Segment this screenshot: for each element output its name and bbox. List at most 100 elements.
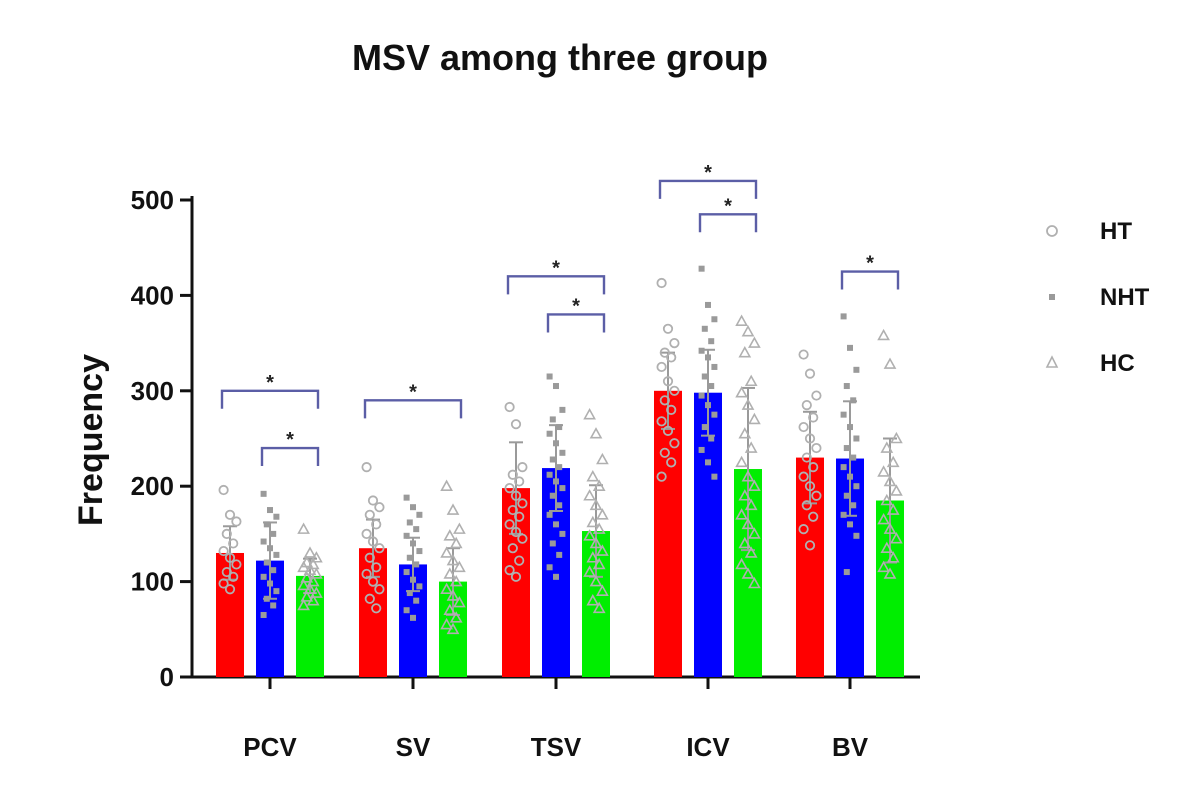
data-point — [847, 344, 853, 351]
data-point — [231, 516, 242, 527]
data-point — [267, 545, 273, 552]
data-point — [589, 536, 603, 549]
data-point — [596, 508, 609, 520]
data-point — [371, 519, 382, 530]
data-point — [698, 265, 705, 272]
data-point — [517, 462, 528, 473]
data-point — [705, 402, 711, 409]
data-point — [270, 530, 277, 537]
data-point — [310, 567, 323, 579]
data-point — [218, 545, 229, 557]
data-point — [367, 576, 379, 587]
data-point — [260, 611, 267, 618]
data-point — [231, 559, 242, 570]
data-point — [847, 424, 853, 431]
data-point — [669, 385, 680, 396]
data-point — [449, 574, 463, 587]
data-point — [843, 569, 850, 576]
data-point — [410, 614, 416, 621]
data-point — [453, 560, 466, 573]
data-point — [883, 522, 897, 534]
data-point — [413, 561, 420, 568]
data-point — [705, 459, 711, 466]
data-point — [711, 316, 718, 323]
data-point — [406, 519, 413, 526]
data-point — [406, 590, 413, 597]
data-point — [666, 457, 677, 468]
data-point — [306, 574, 320, 587]
data-point — [510, 526, 522, 538]
data-point — [556, 502, 563, 509]
bar — [654, 390, 682, 677]
data-point — [517, 533, 528, 544]
data-point — [659, 395, 670, 406]
data-point — [549, 456, 556, 463]
data-point — [843, 445, 850, 452]
data-point — [877, 328, 890, 341]
legend-label: HC — [1100, 350, 1135, 377]
data-point — [504, 519, 515, 530]
data-point — [553, 440, 559, 447]
data-point — [218, 484, 229, 496]
data-point — [840, 411, 847, 418]
y-tick-label: 200 — [131, 471, 174, 501]
significance-bracket — [363, 399, 463, 419]
data-point — [701, 373, 708, 380]
x-tick-label: SV — [396, 732, 431, 762]
data-point — [446, 553, 460, 566]
data-point — [843, 383, 850, 390]
data-point — [589, 498, 603, 511]
data-point — [221, 528, 232, 540]
data-point — [847, 521, 853, 528]
data-point — [510, 490, 522, 501]
data-point — [890, 431, 903, 444]
data-point — [586, 515, 600, 528]
data-point — [744, 546, 758, 558]
data-point — [297, 578, 310, 591]
data-point — [890, 484, 903, 496]
x-tick-label: ICV — [686, 732, 730, 762]
legend-label: NHT — [1100, 284, 1150, 311]
data-point — [546, 373, 553, 380]
data-point — [303, 582, 317, 595]
data-point — [374, 584, 385, 595]
data-point — [364, 593, 375, 604]
data-point — [413, 597, 420, 604]
significance-star: * — [266, 372, 274, 394]
data-point — [850, 454, 857, 461]
data-point — [735, 557, 748, 570]
data-point — [744, 441, 758, 453]
data-point — [708, 435, 715, 442]
data-point — [267, 507, 273, 514]
data-point — [300, 571, 314, 583]
data-point — [701, 325, 708, 332]
data-point — [586, 594, 600, 606]
y-tick-label: 100 — [131, 567, 174, 597]
data-point — [443, 529, 457, 541]
y-tick-label: 300 — [131, 376, 174, 406]
data-point — [224, 552, 236, 563]
data-point — [263, 595, 270, 602]
data-point — [403, 569, 410, 576]
data-point — [877, 465, 890, 477]
legend-marker — [1049, 294, 1055, 300]
data-point — [270, 602, 277, 609]
data-point — [583, 408, 596, 420]
data-point — [592, 479, 606, 492]
data-point — [228, 571, 239, 582]
data-point — [801, 452, 812, 463]
data-point — [449, 536, 463, 549]
data-point — [583, 565, 596, 577]
data-point — [549, 492, 556, 499]
data-point — [410, 504, 416, 511]
data-point — [883, 474, 897, 487]
x-tick-label: TSV — [531, 732, 582, 762]
data-point — [808, 511, 819, 522]
data-point — [744, 498, 758, 511]
data-point — [371, 603, 382, 614]
data-point — [741, 517, 755, 530]
data-point — [443, 567, 457, 579]
data-point — [556, 424, 563, 431]
data-point — [840, 511, 847, 518]
data-point — [698, 392, 705, 399]
